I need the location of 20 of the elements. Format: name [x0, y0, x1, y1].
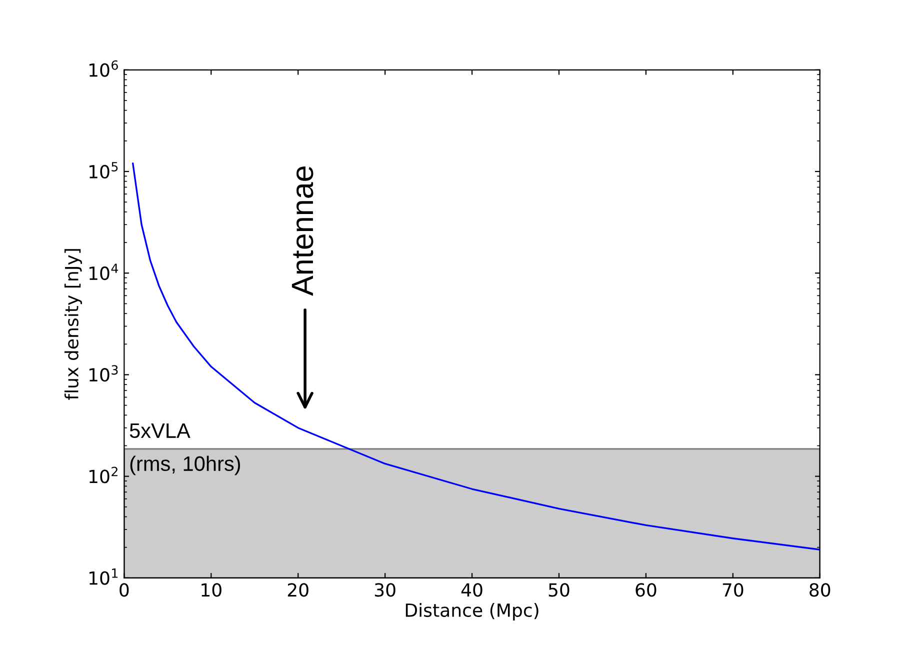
- x-tick-label: 50: [548, 583, 570, 597]
- x-axis-title: Distance (Mpc): [406, 603, 538, 621]
- annotation: Antennae: [292, 166, 314, 296]
- line-series: [132, 162, 820, 550]
- y-tick-label: 10$^{2}$: [90, 466, 118, 484]
- x-tick-label: 60: [636, 583, 656, 597]
- y-tick-label: 10$^{6}$: [90, 60, 118, 77]
- x-tick-label: 10: [202, 583, 222, 597]
- x-tick-label: 70: [722, 583, 744, 597]
- y-tick-label: 10$^{3}$: [90, 365, 118, 382]
- x-tick-label: 40: [461, 583, 482, 597]
- y-tick-label: 10$^{5}$: [90, 162, 118, 178]
- y-tick-label: 10$^{4}$: [90, 264, 118, 280]
- x-tick-label: 0: [120, 583, 129, 597]
- y-tick-label: 10$^{1}$: [90, 568, 118, 585]
- x-tick-label: 30: [374, 583, 396, 597]
- x-tick-label: 80: [810, 583, 830, 597]
- y-axis-title: flux density [nJy]: [64, 249, 82, 400]
- band-label: 5xVLA (rms, 10hrs): [130, 423, 240, 476]
- x-tick-label: 20: [288, 583, 308, 597]
